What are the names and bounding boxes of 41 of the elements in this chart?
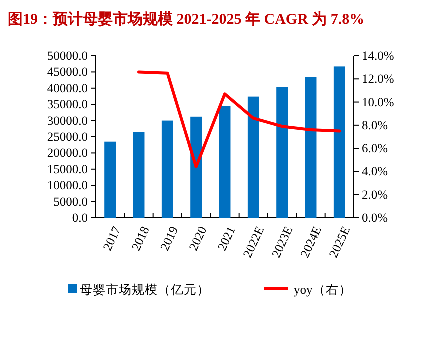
- line-series: [138, 70, 342, 169]
- x-tick-label: 2024E: [298, 224, 325, 260]
- y2-tick-label: 10.0%: [362, 95, 394, 110]
- y-tick-label: 5000.0: [54, 194, 88, 209]
- bar: [219, 106, 231, 218]
- y-tick-label: 0.0: [72, 211, 88, 225]
- x-tick-label: 2020: [186, 224, 210, 254]
- y2-tick-label: 14.0%: [362, 49, 394, 63]
- x-tick-label: 2021: [215, 224, 238, 254]
- legend-label: yoy（右）: [294, 283, 352, 297]
- x-tick-label: 2019: [158, 224, 182, 254]
- legend-label: 母婴市场规模（亿元）: [80, 283, 210, 297]
- bar: [162, 120, 174, 218]
- chart-title: 图19：预计母婴市场规模 2021-2025 年 CAGR 为 7.8%: [8, 10, 365, 28]
- y2-tick-label: 2.0%: [362, 188, 388, 202]
- y2-tick-label: 12.0%: [362, 72, 394, 86]
- y2-tick-label: 6.0%: [362, 142, 388, 156]
- bar: [104, 142, 116, 218]
- bar: [305, 77, 317, 218]
- bar: [190, 116, 202, 218]
- y-tick-label: 30000.0: [47, 114, 88, 128]
- y-tick-label: 50000.0: [47, 49, 88, 63]
- y-tick-label: 45000.0: [47, 65, 88, 80]
- y-tick-label: 25000.0: [47, 130, 88, 144]
- y-tick-label: 35000.0: [47, 98, 88, 112]
- x-tick-label: 2025E: [326, 224, 354, 260]
- x-tick-label: 2022E: [240, 224, 268, 260]
- bar: [276, 87, 288, 218]
- bar: [133, 132, 145, 218]
- y2-tick-label: 0.0%: [362, 211, 388, 225]
- y-tick-label: 40000.0: [47, 81, 88, 96]
- y2-tick-label: 4.0%: [362, 164, 388, 179]
- y-tick-label: 15000.0: [47, 162, 88, 176]
- x-tick-label: 2018: [129, 224, 152, 254]
- bar: [334, 66, 346, 218]
- x-tick-label: 2017: [100, 224, 124, 254]
- x-tick-label: 2023E: [269, 224, 296, 260]
- y-tick-label: 20000.0: [47, 146, 88, 160]
- y-tick-label: 10000.0: [47, 178, 88, 193]
- bar: [248, 96, 260, 218]
- y2-tick-label: 8.0%: [362, 118, 388, 132]
